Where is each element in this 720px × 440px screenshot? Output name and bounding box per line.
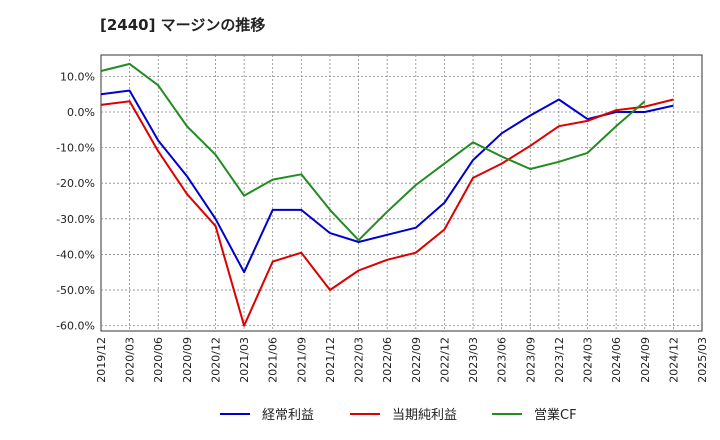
x-tick-label: 2020/12 <box>209 337 222 383</box>
x-tick-label: 2023/06 <box>496 337 509 383</box>
y-tick-label: -40.0% <box>56 248 95 261</box>
x-tick-label: 2022/03 <box>353 337 366 383</box>
x-tick-label: 2024/03 <box>582 337 595 383</box>
series-line-2 <box>100 98 674 327</box>
y-tick-label: -50.0% <box>56 284 95 297</box>
y-tick-label: -10.0% <box>56 142 95 155</box>
legend-swatch-series-1 <box>220 412 250 415</box>
x-tick-label: 2020/03 <box>124 337 137 383</box>
legend: 経常利益 当期純利益 営業CF <box>0 404 720 428</box>
legend-swatch-series-3 <box>492 412 522 415</box>
y-tick-label: 0.0% <box>67 106 95 119</box>
legend-item-series-2: 当期純利益 <box>350 404 457 423</box>
legend-item-series-1: 経常利益 <box>220 404 314 423</box>
chart-title: [2440] マージンの推移 <box>100 16 266 34</box>
y-tick-label: -60.0% <box>56 320 95 333</box>
x-tick-label: 2024/12 <box>667 337 680 383</box>
x-tick-label: 2022/09 <box>410 337 423 383</box>
x-tick-label: 2022/12 <box>438 337 451 383</box>
legend-label-series-3: 営業CF <box>534 408 577 423</box>
series-line-3 <box>100 62 646 242</box>
x-tick-label: 2023/03 <box>467 337 480 383</box>
plot-frame <box>100 54 703 332</box>
y-tick-label: -30.0% <box>56 213 95 226</box>
x-tick-label: 2019/12 <box>95 337 108 383</box>
x-tick-label: 2021/06 <box>267 337 280 383</box>
legend-swatch-series-2 <box>350 412 380 415</box>
y-tick-label: -20.0% <box>56 177 95 190</box>
x-tick-label: 2022/06 <box>381 337 394 383</box>
x-tick-label: 2023/09 <box>524 337 537 383</box>
x-tick-label: 2021/03 <box>238 337 251 383</box>
legend-item-series-3: 営業CF <box>492 404 577 423</box>
legend-label-series-1: 経常利益 <box>262 408 315 423</box>
x-tick-label: 2025/03 <box>696 337 709 383</box>
series-line-1 <box>100 89 674 274</box>
x-tick-label: 2023/12 <box>553 337 566 383</box>
x-tick-label: 2020/06 <box>152 337 165 383</box>
x-tick-label: 2021/09 <box>295 337 308 383</box>
y-tick-label: 10.0% <box>60 70 95 83</box>
x-tick-label: 2024/09 <box>639 337 652 383</box>
x-tick-label: 2024/06 <box>610 337 623 383</box>
x-tick-label: 2020/09 <box>181 337 194 383</box>
x-tick-label: 2021/12 <box>324 337 337 383</box>
legend-label-series-2: 当期純利益 <box>392 408 458 423</box>
